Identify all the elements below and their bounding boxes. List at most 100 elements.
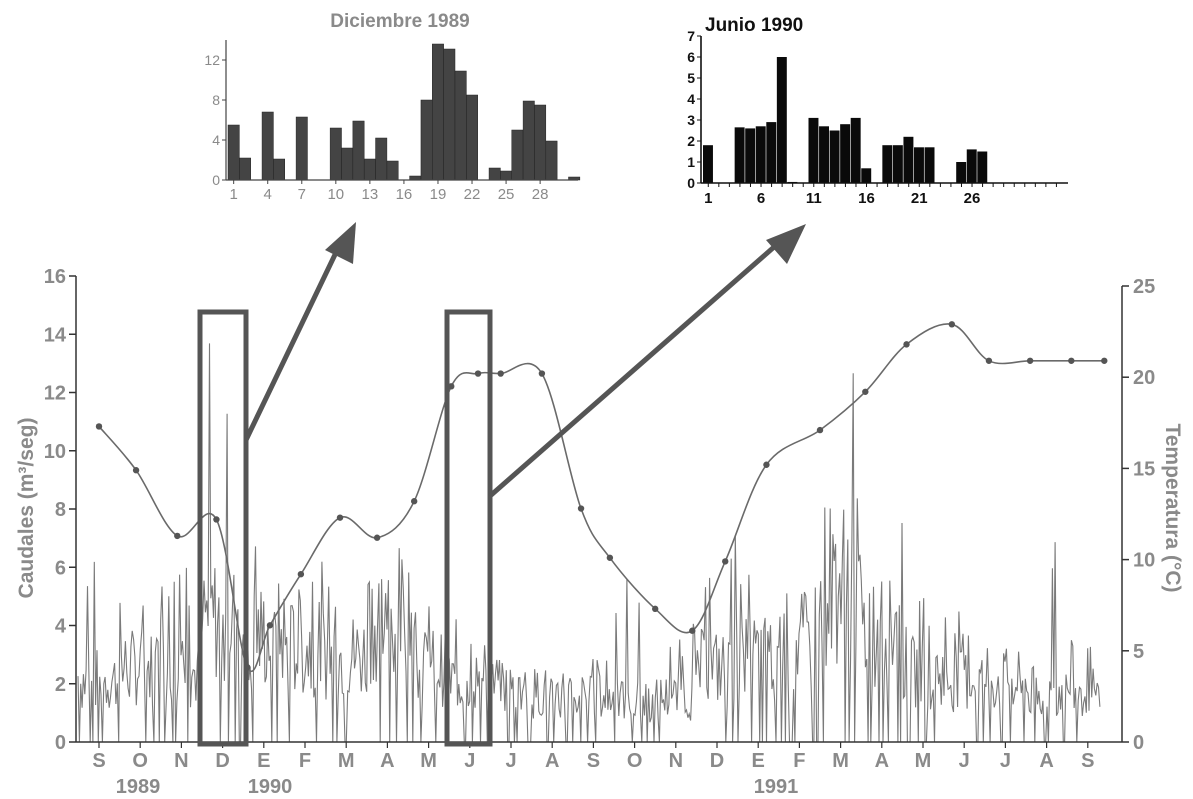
dec-bar — [352, 120, 365, 181]
jun-y-tick-label: 6 — [687, 49, 695, 65]
jun-bar — [829, 130, 840, 183]
temperature-point — [538, 370, 546, 377]
dec-y-tick-labels: 0 4 8 12 — [204, 52, 226, 188]
jun-bar — [766, 122, 777, 183]
dec-x-tick-label: 28 — [532, 186, 549, 203]
right-tick-label: 5 — [1133, 641, 1144, 663]
dec-bar — [545, 140, 558, 181]
dec-bars — [227, 43, 581, 181]
jun-bar — [903, 136, 914, 183]
dec-y-tick-label: 12 — [204, 52, 220, 68]
highlight-box-december — [197, 309, 249, 747]
jun-y-tick-label: 1 — [687, 154, 695, 170]
right-tick-label: 20 — [1133, 367, 1155, 389]
dec-x-tick-labels: 1 4 7 10 13 16 19 22 25 28 — [230, 180, 549, 203]
month-label: M — [338, 750, 355, 772]
month-label: S — [92, 750, 105, 772]
dec-bar — [522, 100, 535, 181]
dec-bar — [511, 129, 524, 181]
jun-bars — [703, 57, 988, 183]
jun-bar — [819, 126, 829, 183]
dec-bar — [386, 160, 399, 181]
jun-bar — [745, 128, 756, 183]
month-label: J — [959, 750, 970, 772]
temperature-point — [174, 532, 181, 540]
inset-diciembre-1989: Diciembre 1989 0 4 8 12 1 4 7 10 13 16 19 22 25 28 — [204, 11, 581, 203]
temperature-point — [1026, 357, 1034, 364]
temperature-point — [448, 383, 455, 390]
jun-bar — [966, 149, 977, 183]
jun-bar — [861, 168, 872, 183]
temperature-point — [903, 341, 910, 348]
year-label: 1990 — [248, 776, 293, 798]
temperature-point — [722, 558, 729, 565]
jun-bar — [956, 162, 967, 183]
month-label: M — [915, 750, 932, 772]
dec-bar — [363, 158, 376, 181]
left-tick-label: 0 — [55, 732, 66, 754]
temperature-point — [266, 622, 274, 629]
temperature-point — [652, 605, 659, 613]
left-tick-label: 2 — [55, 674, 66, 696]
dec-x-tick-label: 22 — [464, 186, 481, 203]
temperature-point — [373, 534, 381, 541]
temperature-point — [763, 461, 770, 468]
month-label: A — [545, 750, 559, 772]
jun-bar — [734, 127, 745, 183]
dec-bar — [443, 48, 456, 181]
highlight-box-june — [444, 309, 493, 747]
left-tick-label: 14 — [44, 324, 67, 346]
temperature-point — [1101, 357, 1108, 364]
dec-bar — [454, 70, 467, 181]
month-label: E — [257, 750, 270, 772]
month-label: D — [710, 750, 724, 772]
dec-bar — [420, 99, 433, 181]
temperature-point — [95, 423, 103, 430]
inset-title: Diciembre 1989 — [330, 11, 469, 32]
temperature-point — [297, 570, 305, 578]
jun-bar — [703, 145, 713, 183]
dec-bar — [329, 127, 342, 181]
jun-x-tick-label: 26 — [964, 190, 981, 207]
month-label: O — [627, 750, 643, 772]
month-label: A — [875, 750, 889, 772]
temperature-point — [689, 627, 696, 634]
left-tick-label: 4 — [55, 616, 67, 638]
temperature-point — [948, 321, 956, 328]
jun-x-tick-label: 16 — [858, 190, 875, 207]
jun-bar — [808, 117, 819, 183]
jun-bar — [850, 117, 861, 183]
dec-x-tick-label: 10 — [327, 186, 344, 203]
temperature-point — [577, 505, 585, 512]
dec-bar — [239, 157, 251, 181]
dec-bar — [500, 170, 512, 181]
temperature-point — [497, 370, 504, 377]
jun-y-tick-label: 7 — [687, 28, 695, 44]
dec-bar — [341, 147, 354, 181]
right-tick-label: 10 — [1133, 550, 1155, 572]
jun-bar — [892, 145, 903, 183]
dec-y-tick-label: 4 — [212, 132, 220, 148]
temperature-point — [336, 514, 344, 521]
left-tick-label: 8 — [55, 499, 66, 521]
right-tick-label: 25 — [1133, 276, 1155, 298]
month-label: E — [752, 750, 765, 772]
jun-y-tick-label: 2 — [687, 133, 695, 149]
month-label: J — [505, 750, 516, 772]
jun-x-tick-label: 21 — [911, 190, 928, 207]
jun-bar — [882, 145, 893, 183]
jun-bar — [914, 147, 924, 183]
month-label: F — [299, 750, 311, 772]
dec-x-tick-label: 7 — [298, 186, 306, 203]
dec-x-tick-label: 1 — [230, 186, 238, 203]
temperature-point — [862, 388, 869, 395]
arrow-to-december-inset — [243, 222, 356, 442]
month-label: O — [132, 750, 148, 772]
jun-y-tick-label: 0 — [687, 175, 695, 191]
jun-x-tick-label: 11 — [806, 190, 822, 207]
jun-bar — [977, 151, 988, 183]
temperature-line — [98, 323, 1105, 672]
dec-bar — [273, 158, 285, 181]
